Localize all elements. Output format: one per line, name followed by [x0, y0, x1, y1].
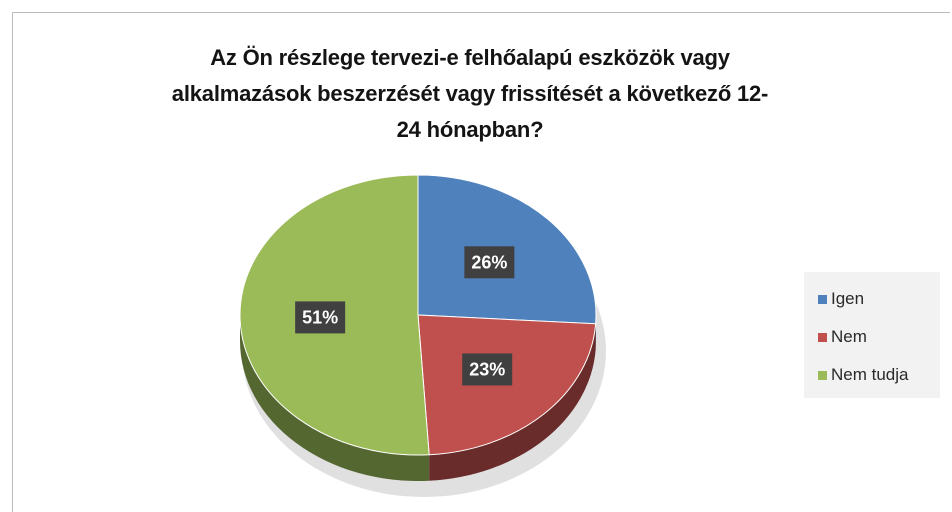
legend-label-nem-tudja: Nem tudja [831, 365, 908, 385]
legend-item-nem-tudja: Nem tudja [818, 356, 940, 394]
legend-label-nem: Nem [831, 327, 867, 347]
legend-item-nem: Nem [818, 318, 940, 356]
legend: Igen Nem Nem tudja [804, 272, 940, 398]
legend-item-igen: Igen [818, 280, 940, 318]
legend-label-igen: Igen [831, 289, 864, 309]
data-label-text-nem-tudja: 51% [302, 307, 338, 327]
data-label-igen: 26% [464, 246, 514, 278]
data-label-text-igen: 26% [471, 252, 507, 272]
legend-swatch-nem-tudja [818, 371, 827, 380]
legend-swatch-igen [818, 295, 827, 304]
data-label-nem: 23% [462, 353, 512, 385]
legend-swatch-nem [818, 333, 827, 342]
data-label-text-nem: 23% [469, 359, 505, 379]
data-label-nem-tudja: 51% [295, 301, 345, 333]
